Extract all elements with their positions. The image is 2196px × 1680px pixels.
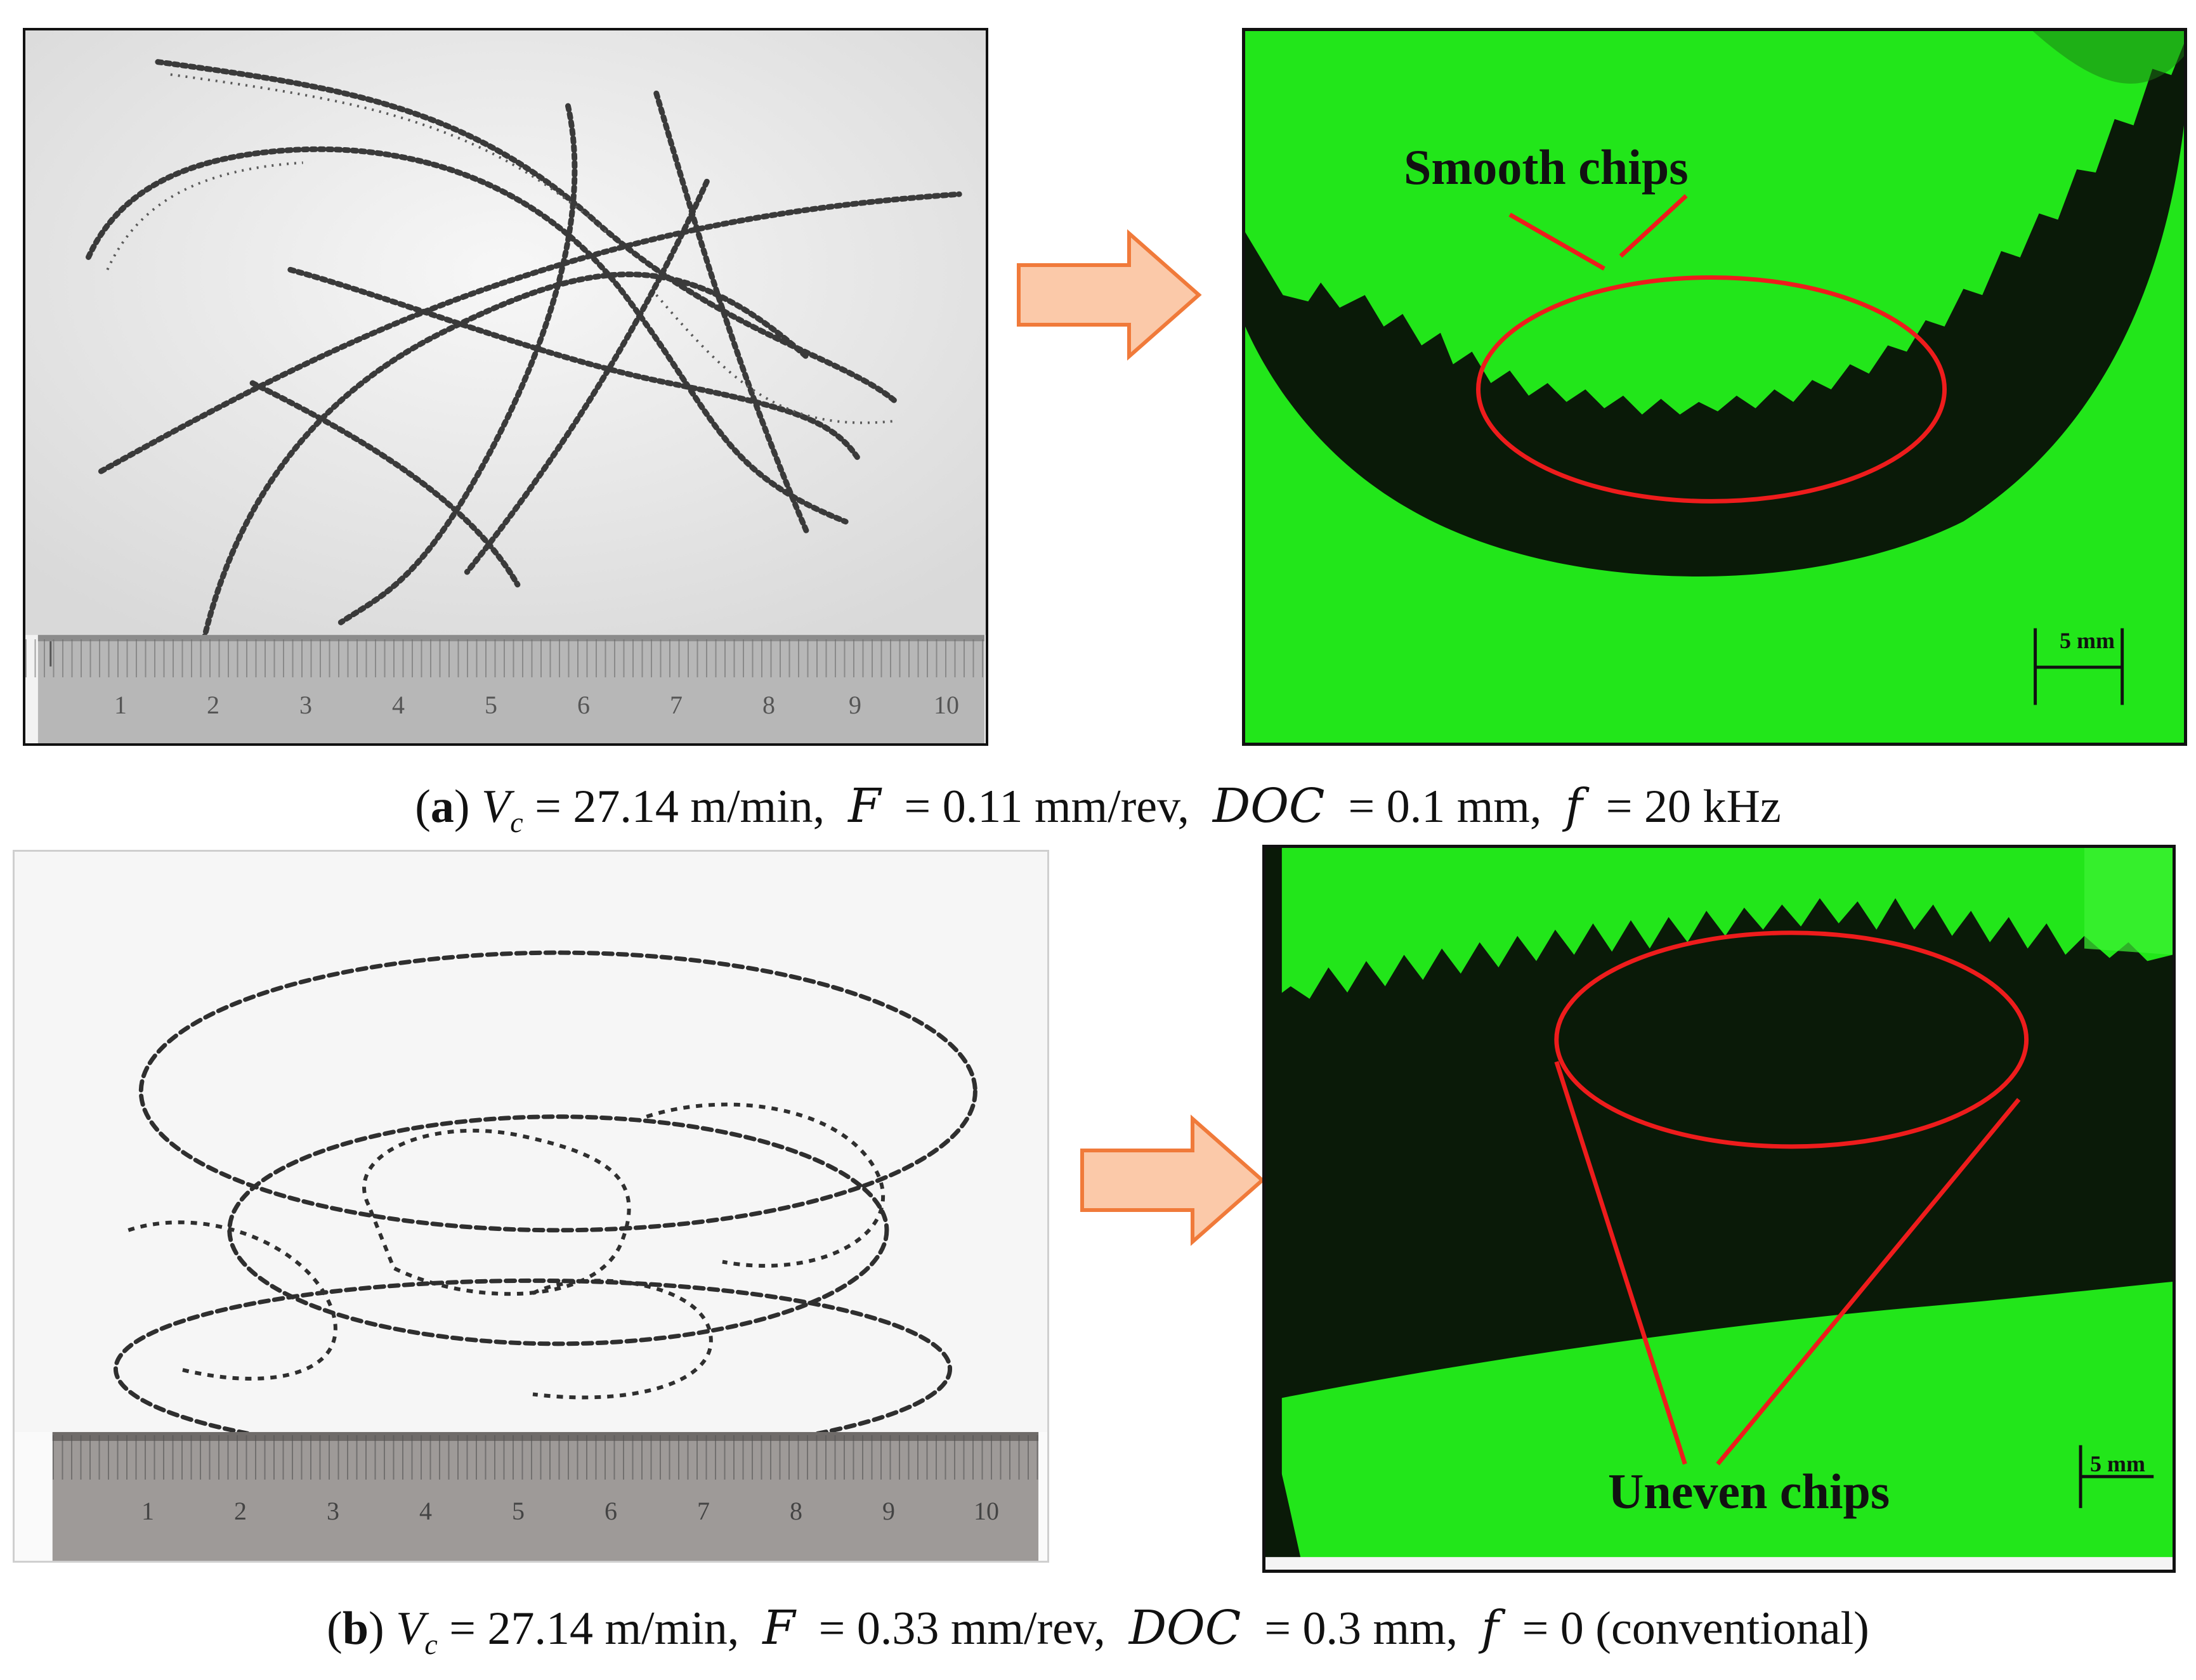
ruler-b-tick-label: 8: [790, 1497, 802, 1525]
scale-bar-label-b: 5 mm: [2090, 1451, 2145, 1476]
ruler-b-ticks: [53, 1435, 1042, 1480]
callout-smooth-chips: Smooth chips: [1404, 140, 1689, 195]
ruler-b-tick-label: 10: [974, 1497, 999, 1525]
ruler-b-tick-label: 2: [234, 1497, 247, 1525]
ruler-b-tick-label: 3: [327, 1497, 339, 1525]
caption-a-doc-symbol: DOC: [1212, 779, 1325, 833]
ruler-a-tick-label: 4: [392, 691, 405, 719]
callout-uneven-chips: Uneven chips: [1608, 1464, 1890, 1519]
micrograph-b-image: [1265, 848, 2173, 1570]
ruler-a-tick-label: 2: [207, 691, 219, 719]
micrograph-a: Smooth chips 5 mm: [1242, 28, 2187, 746]
right-arrow-icon: [1017, 229, 1202, 361]
caption-b-freq-symbol: f: [1481, 1601, 1499, 1655]
scale-bar-label-a: 5 mm: [2060, 628, 2115, 653]
ruler-b-tick-label: 7: [697, 1497, 710, 1525]
ruler-a-tick-label: 1: [114, 691, 127, 719]
ruler-b-tick-label: 9: [882, 1497, 895, 1525]
photo-b-chips: 1 2 3 4 5 6 7 8 9 10: [13, 850, 1049, 1563]
caption-a: (a) Vc = 27.14 m/min, F = 0.11 mm/rev, D…: [0, 779, 2196, 842]
caption-a-vc-symbol: V: [481, 781, 511, 833]
caption-b-vc-value: = 27.14 m/min,: [437, 1603, 740, 1655]
caption-b-doc-symbol: DOC: [1128, 1601, 1241, 1655]
ruler-a-tick-label: 9: [849, 691, 861, 719]
ruler-a-tick-label: 7: [670, 691, 683, 719]
right-arrow-icon: [1080, 1114, 1265, 1246]
ruler-b-tick-label: 4: [419, 1497, 432, 1525]
caption-a-label: a: [430, 781, 454, 833]
caption-b-doc-value: = 0.3 mm,: [1252, 1603, 1458, 1655]
caption-a-f-value: = 0.11 mm/rev,: [892, 781, 1189, 833]
ruler-a: 1 2 3 4 5 6 7 8 9 10: [25, 639, 986, 743]
caption-a-f-symbol: F: [848, 779, 881, 833]
caption-b-freq-value: = 0 (conventional): [1510, 1603, 1869, 1655]
caption-b-f-symbol: F: [762, 1601, 795, 1655]
ruler-a-tick-label: 8: [762, 691, 775, 719]
caption-a-freq-symbol: f: [1565, 779, 1583, 833]
caption-b-label: b: [342, 1603, 369, 1655]
caption-b-vc-sub: c: [424, 1627, 438, 1660]
ruler-a-ticks: [25, 639, 986, 677]
caption-b: (b) Vc = 27.14 m/min, F = 0.33 mm/rev, D…: [0, 1601, 2196, 1664]
caption-a-vc-value: = 27.14 m/min,: [523, 781, 825, 833]
photo-a-chips-image: [25, 30, 986, 743]
ruler-b-tick-label: 1: [141, 1497, 154, 1525]
ruler-a-tick-label: 5: [485, 691, 497, 719]
micrograph-a-image: [1245, 31, 2184, 743]
caption-b-vc-symbol: V: [396, 1603, 425, 1655]
ruler-b-tick-label: 6: [605, 1497, 617, 1525]
micrograph-b: Uneven chips 5 mm: [1262, 845, 2176, 1573]
ruler-b: 1 2 3 4 5 6 7 8 9 10: [53, 1435, 1042, 1561]
caption-a-vc-sub: c: [510, 805, 523, 838]
ruler-a-tick-label: 10: [934, 691, 959, 719]
ruler-a-tick-label: 3: [299, 691, 312, 719]
ruler-b-tick-label: 5: [512, 1497, 525, 1525]
caption-a-doc-value: = 0.1 mm,: [1336, 781, 1542, 833]
photo-a-chips: 1 2 3 4 5 6 7 8 9 10: [23, 28, 988, 746]
caption-a-freq-value: = 20 kHz: [1594, 781, 1781, 833]
caption-b-f-value: = 0.33 mm/rev,: [807, 1603, 1106, 1655]
ruler-a-tick-label: 6: [577, 691, 590, 719]
